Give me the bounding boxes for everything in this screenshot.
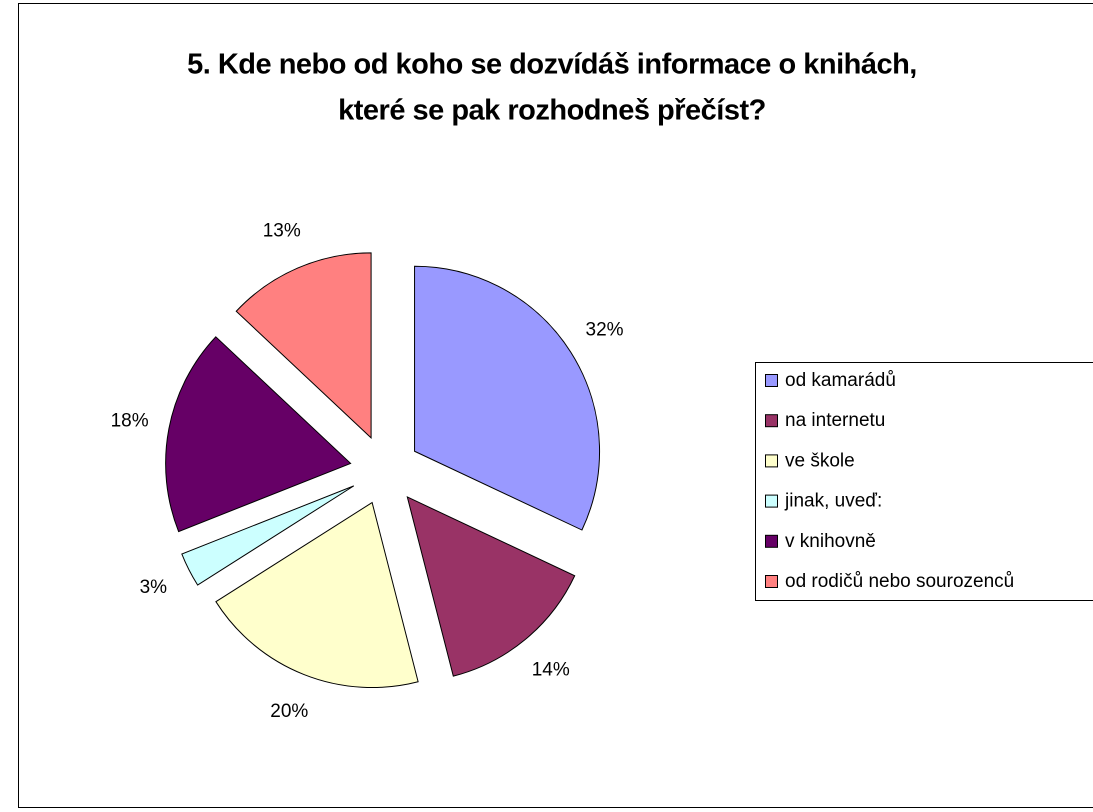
chart-title: 5. Kde nebo od koho se dozvídáš informac… [187,49,917,81]
pie-slice [165,336,352,533]
chart-title: které se pak rozhodneš přečíst? [338,95,766,127]
data-label: 18% [111,410,149,431]
legend-label: jinak, uveď: [784,491,882,512]
pie-slice [181,485,355,586]
legend-swatch [765,374,778,387]
legend [755,362,1093,601]
pie-slice [414,265,601,531]
legend-label: ve škole [785,450,855,471]
pie-slice [406,496,576,677]
data-label: 32% [586,320,624,341]
legend-label: na internetu [785,410,885,431]
legend-label: od rodičů nebo sourozenců [785,571,1014,592]
pie-slice [235,252,372,440]
legend-swatch [765,414,778,428]
data-label: 13% [263,220,301,241]
legend-swatch [765,575,778,588]
data-label: 14% [532,659,570,680]
data-label: 3% [140,577,168,598]
legend-label: v knihovně [785,531,876,552]
legend-swatch [765,454,778,468]
legend-swatch [765,494,778,508]
legend-label: od kamarádů [785,370,896,391]
data-label: 20% [270,701,308,722]
pie-slice [215,501,419,689]
legend-swatch [765,534,778,548]
